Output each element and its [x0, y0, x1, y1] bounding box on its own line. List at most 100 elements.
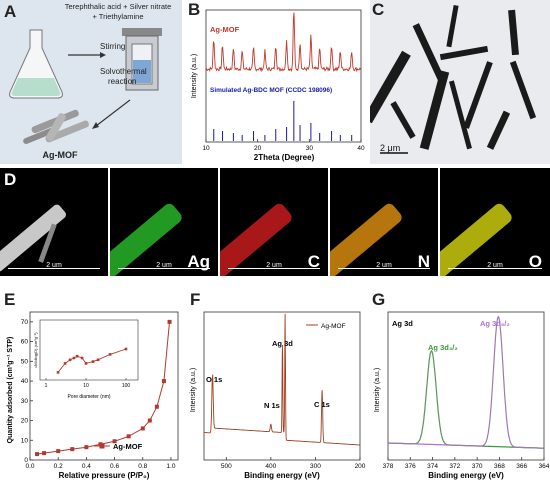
step-solvothermal: Solvothermal: [100, 67, 147, 76]
series-label-bottom: Simulated Ag-BDC MOF (CCDC 198096): [210, 87, 332, 94]
data-point: [161, 379, 166, 384]
inset-x-tick-label: 100: [122, 383, 131, 389]
inset-point: [56, 371, 60, 374]
x-tick-label: 30: [306, 145, 314, 152]
inset-point: [80, 356, 84, 360]
x-tick-label: 372: [449, 463, 460, 470]
x-axis-label: 2Theta (Degree): [254, 153, 315, 162]
x-tick-label: 0.2: [54, 463, 63, 470]
legend-label: Ag-MOF: [113, 442, 143, 451]
y-tick-label: 0: [24, 457, 28, 464]
peak-label-o1s: O 1s: [206, 375, 222, 384]
scale-label: 2 um: [376, 262, 392, 269]
y-axis-label: Intensity (a.u.): [190, 368, 197, 412]
eds-tile-o: O 2 um: [440, 168, 550, 276]
x-axis-label: Binding energy (eV): [244, 471, 320, 480]
arrow-diag-icon: [95, 99, 131, 127]
data-point: [154, 404, 159, 409]
data-point: [42, 451, 47, 456]
element-label: O: [528, 252, 542, 271]
y-tick-label: 10: [21, 437, 29, 444]
panel-g: G 378 376 374 372 370 368 366 364 Ag 3d Ag 3d₃/…: [368, 290, 550, 481]
panel-d: D 2 um Ag 2 um C 2 um N 2 um O 2 um: [0, 168, 550, 276]
x-tick-label: 0.8: [138, 463, 147, 470]
panel-f: F 500 400 300 200 Ag-MOF O 1s N 1s Ag 3d C …: [184, 290, 368, 481]
scale-bar: 2 um: [0, 262, 108, 276]
inset-point: [75, 354, 79, 358]
ag-map: [110, 203, 182, 276]
panel-label: G: [372, 290, 386, 309]
raw-data-line: [388, 316, 544, 449]
data-point: [147, 418, 152, 423]
inset-x-tick-label: 10: [83, 383, 89, 389]
inset-point: [91, 360, 95, 363]
panel-e: E 0.0 0.2 0.4 0.6 0.8 1.0 0 10 20 30 40 50 60 70 1 10 1…: [0, 290, 184, 481]
reagents-line1: Terephthalic acid + Silver nitrate: [65, 2, 172, 11]
x-tick-label: 20: [254, 145, 262, 152]
series-line-ag3d32: [388, 349, 544, 449]
inset-point: [72, 356, 76, 360]
element-label: Ag: [187, 252, 210, 271]
x-tick-label: 0.4: [82, 463, 91, 470]
series-label-top: Ag-MOF: [210, 25, 240, 34]
series-line-ag-mof: [204, 313, 360, 446]
inset-point: [96, 358, 100, 362]
x-tick-label: 0.6: [110, 463, 119, 470]
peak-label-c1s: C 1s: [314, 400, 330, 409]
panel-c: C 2 μm: [363, 0, 550, 164]
tem-image: 2 μm: [363, 4, 537, 154]
scale-bar: 2 um: [110, 262, 218, 276]
bet-chart: 0.0 0.2 0.4 0.6 0.8 1.0 0 10 20 30 40 50 60 70 1 10 100…: [7, 311, 179, 480]
synthesis-scheme: Terephthalic acid + Silver nitrate + Tri…: [9, 2, 172, 160]
inset-series-points: [56, 347, 128, 374]
haadf-rod: [0, 204, 66, 272]
x-tick-label: 370: [472, 463, 483, 470]
x-tick-label: 366: [516, 463, 527, 470]
panel-a: A Terephthalic acid + Silver nitrate + T…: [0, 0, 182, 164]
mof-rods-icon: [23, 109, 89, 144]
x-tick-label: 374: [427, 463, 438, 470]
y-tick-label: 30: [21, 398, 29, 405]
peak-label-n1s: N 1s: [264, 401, 280, 410]
y-axis-label: Intensity (a.u.): [191, 54, 198, 98]
peak-label-ag3d: Ag 3d: [272, 339, 293, 348]
inset-point: [63, 362, 67, 365]
o-map: [440, 203, 512, 276]
reagents-line2: + Triethylamine: [92, 12, 143, 21]
c-map: [220, 203, 292, 276]
autoclave-icon: [122, 28, 162, 91]
chart-title: Ag 3d: [392, 319, 413, 328]
y-tick-label: 60: [21, 339, 29, 346]
panel-label: A: [4, 2, 17, 21]
eds-tile-n: N 2 um: [330, 168, 438, 276]
legend-marker: [99, 443, 105, 449]
xps-survey-chart: 500 400 300 200 Ag-MOF O 1s N 1s Ag 3d C 1s…: [190, 311, 366, 480]
data-point: [112, 439, 117, 444]
data-point: [56, 449, 61, 454]
inset-x-axis-label: Pore diameter (nm): [67, 394, 110, 400]
y-tick-label: 40: [21, 378, 29, 385]
data-point: [35, 452, 40, 457]
element-label: C: [307, 252, 320, 271]
peak-label-ag3d52: Ag 3d₅/₂: [480, 319, 510, 328]
y-tick-label: 70: [21, 319, 29, 326]
scale-bar: 2 um: [440, 262, 550, 276]
x-axis-label: Relative pressure (P/P₀): [59, 471, 150, 480]
series-line-ag-mof: [205, 12, 362, 73]
inset-x-tick-label: 1: [45, 383, 48, 389]
panel-label: C: [372, 0, 385, 19]
y-tick-label: 50: [21, 358, 29, 365]
scale-label: 2 um: [46, 262, 62, 269]
step-stirring: Stirring: [100, 42, 125, 51]
scale-bar: 2 um: [220, 262, 328, 276]
xps-ag3d-chart: 378 376 374 372 370 368 366 364 Ag 3d Ag 3d₃/₂ …: [374, 311, 550, 480]
panel-b: B 10 20 30 40 Ag-MOF Simulated Ag-BDC MOF (…: [184, 0, 368, 164]
y-tick-label: 20: [21, 418, 29, 425]
peak-label-ag3d32: Ag 3d₃/₂: [428, 343, 458, 352]
x-tick-label: 378: [383, 463, 394, 470]
scale-label: 2 um: [266, 262, 282, 269]
eds-tile-haadf: 2 um: [0, 168, 108, 276]
inset-point: [68, 358, 72, 362]
series-line-ag3d52: [388, 315, 544, 449]
inset-y-axis-label: dV/dlog(D) (cm³g⁻¹): [33, 332, 38, 368]
